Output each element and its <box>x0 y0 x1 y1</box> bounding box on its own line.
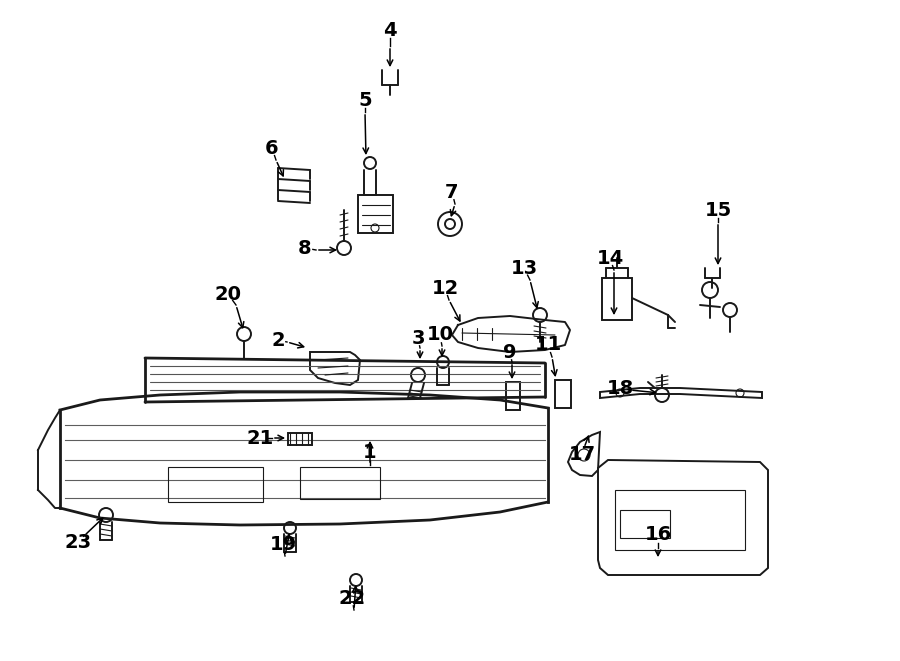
Bar <box>506 382 520 410</box>
Bar <box>602 278 632 320</box>
Text: 10: 10 <box>427 325 454 344</box>
Text: 3: 3 <box>411 329 425 348</box>
Text: 1: 1 <box>364 444 377 463</box>
Text: 21: 21 <box>247 428 274 447</box>
Text: 11: 11 <box>535 336 562 354</box>
Text: 5: 5 <box>358 91 372 110</box>
Text: 14: 14 <box>597 249 624 268</box>
Bar <box>620 510 670 538</box>
Text: 17: 17 <box>569 446 596 465</box>
Bar <box>300 467 380 499</box>
Text: 4: 4 <box>383 20 397 40</box>
Bar <box>555 380 571 408</box>
Text: 23: 23 <box>65 533 92 551</box>
Text: 12: 12 <box>431 278 459 297</box>
Text: 2: 2 <box>271 330 284 350</box>
Text: 8: 8 <box>298 239 311 258</box>
Bar <box>288 433 312 445</box>
Text: 19: 19 <box>269 535 297 555</box>
Text: 20: 20 <box>214 284 241 303</box>
Bar <box>358 195 393 233</box>
Text: 22: 22 <box>338 588 365 607</box>
Text: 15: 15 <box>705 200 732 219</box>
Text: 6: 6 <box>266 139 279 157</box>
Bar <box>168 467 263 502</box>
Text: 13: 13 <box>510 258 537 278</box>
Text: 16: 16 <box>644 525 671 545</box>
Text: 18: 18 <box>607 379 634 397</box>
Text: 7: 7 <box>446 182 459 202</box>
Bar <box>615 490 745 550</box>
Text: 9: 9 <box>503 342 517 362</box>
